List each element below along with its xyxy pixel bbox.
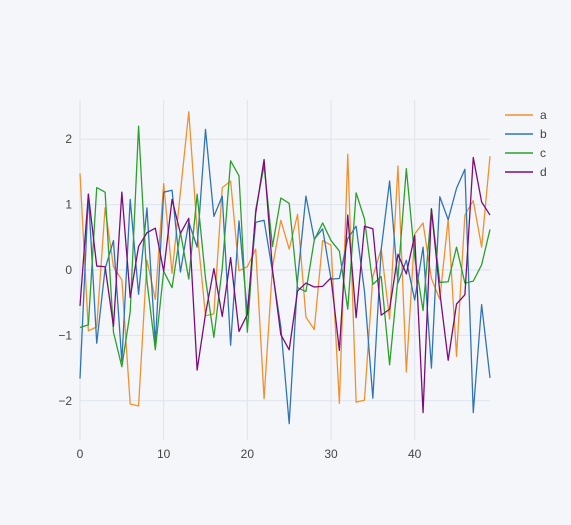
series-line-a: [79, 111, 491, 407]
y-tick-label: 0: [65, 263, 72, 277]
legend-label: a: [540, 108, 547, 122]
legend-label: d: [540, 165, 547, 179]
series-group: [79, 111, 491, 425]
x-tick-label: 0: [77, 447, 84, 461]
y-tick-label: −1: [58, 328, 72, 342]
series-line-b: [79, 128, 491, 425]
legend-item-c[interactable]: c: [505, 146, 546, 160]
legend-item-b[interactable]: b: [505, 127, 547, 141]
axes: 0 10 20 30 40 −2 −1 0 1 2: [58, 132, 421, 461]
series-line-d: [79, 156, 491, 414]
y-tick-label: 1: [65, 198, 72, 212]
y-tick-label: −2: [58, 394, 72, 408]
x-tick-label: 10: [157, 447, 171, 461]
legend-item-a[interactable]: a: [505, 108, 547, 122]
legend-item-d[interactable]: d: [505, 165, 547, 179]
legend-label: c: [540, 146, 546, 160]
x-tick-label: 40: [408, 447, 422, 461]
series-line-c: [79, 125, 491, 368]
x-tick-label: 30: [324, 447, 338, 461]
legend-label: b: [540, 127, 547, 141]
x-tick-label: 20: [241, 447, 255, 461]
y-tick-label: 2: [65, 132, 72, 146]
